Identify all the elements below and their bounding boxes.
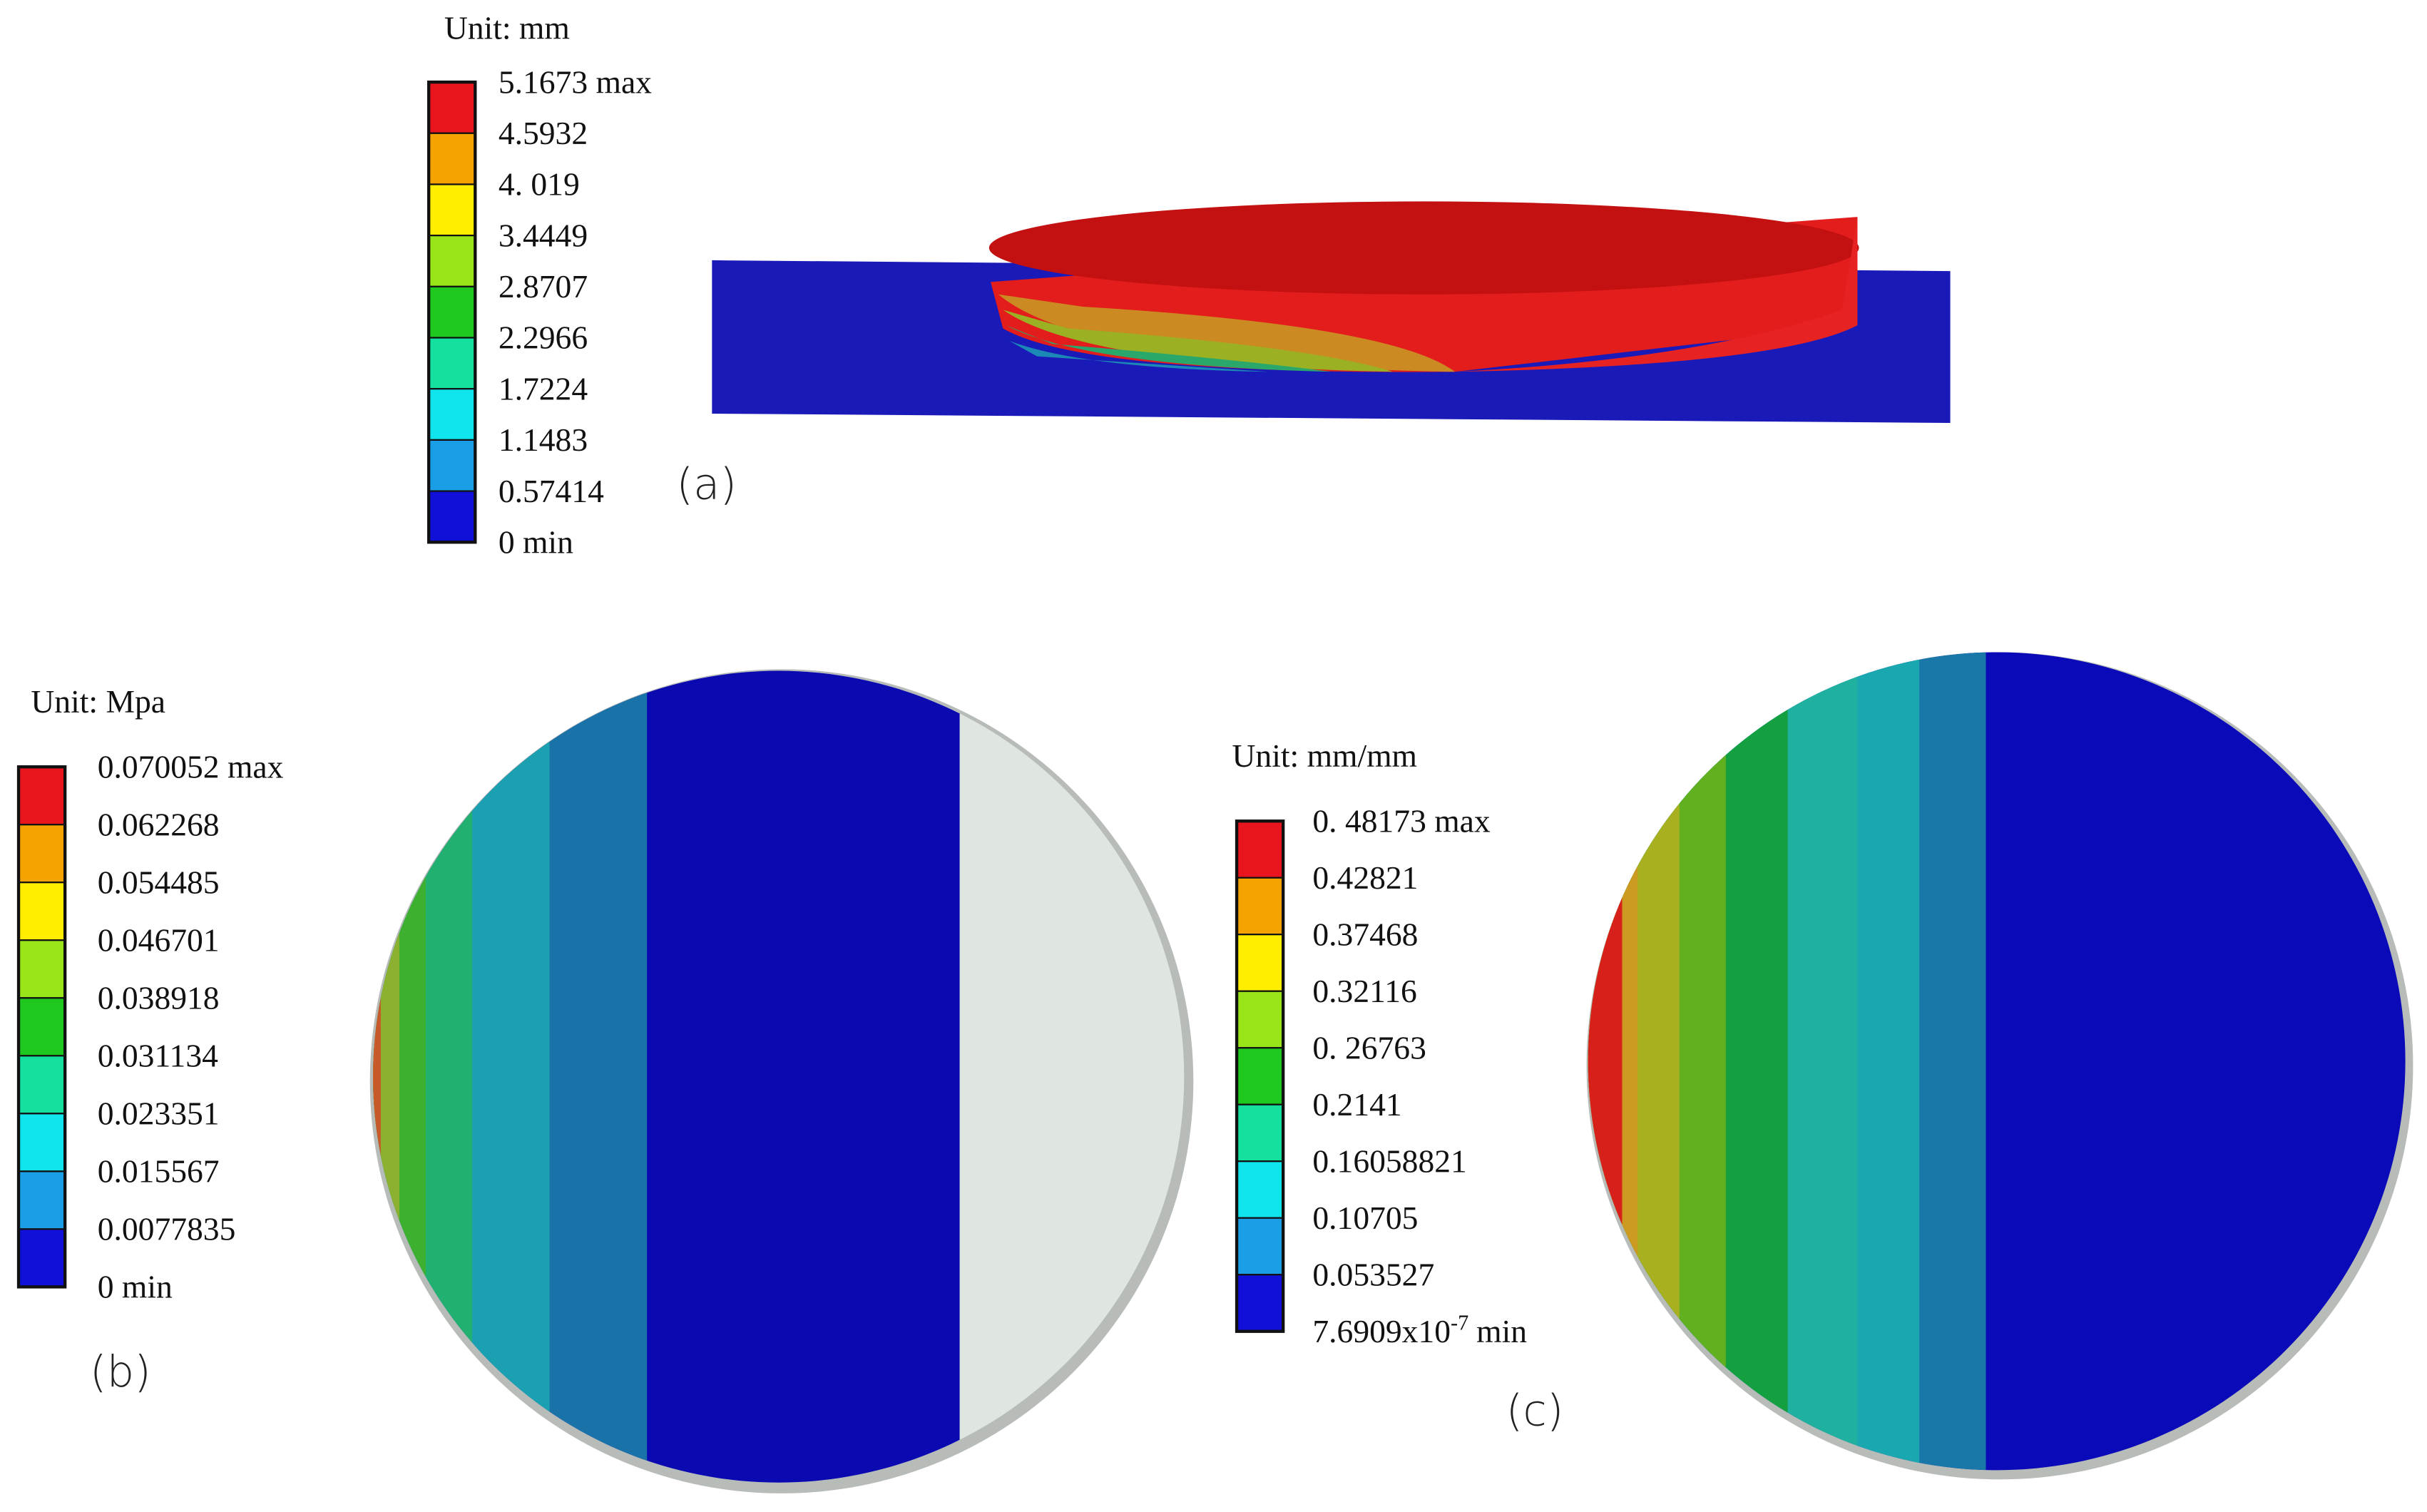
legend-label: 2.8707 [499, 268, 588, 305]
legend-band [17, 1170, 66, 1230]
legend-band [428, 235, 476, 287]
legend-label: 0.070052 max [98, 748, 284, 785]
legend-band [17, 997, 66, 1057]
legend-label: 0.0077835 [98, 1211, 236, 1247]
legend-band [17, 939, 66, 999]
legend-band [428, 490, 476, 543]
legend-band [17, 882, 66, 941]
legend-band [17, 1228, 66, 1288]
legend-label: 0.2141 [1312, 1086, 1401, 1123]
legend-band [17, 824, 66, 884]
legend-label: 0. 48173 max [1312, 802, 1490, 839]
legend-label: 0.10705 [1312, 1200, 1418, 1236]
legend-label: 0.16058821 [1312, 1143, 1466, 1179]
legend-label: 0.015567 [98, 1153, 220, 1190]
legend-band [1235, 1160, 1284, 1219]
model-a [712, 201, 1951, 423]
panel-tag: (a) [676, 459, 737, 509]
model-b [369, 669, 1194, 1493]
legend-label: 0.37468 [1312, 916, 1418, 952]
legend-label: 0.046701 [98, 921, 220, 958]
label-base: 7.6909x10 [1312, 1313, 1451, 1349]
legend-label: 5.1673 max [499, 63, 652, 100]
legend-label: 2.2966 [499, 320, 588, 356]
legend-label: 0 min [499, 523, 573, 560]
legend-label: 0 min [98, 1269, 173, 1305]
legend-band [1235, 990, 1284, 1049]
legend-band [428, 285, 476, 339]
legend-band [17, 1113, 66, 1173]
legend-band [428, 183, 476, 237]
legend-band [428, 388, 476, 441]
legend-band [428, 337, 476, 390]
legend-band [428, 439, 476, 492]
legend-label: 4. 019 [499, 166, 580, 203]
legend-label: 0.062268 [98, 806, 220, 842]
unit-label: Unit: mm [444, 9, 570, 46]
legend-label: 0.053527 [1312, 1256, 1434, 1292]
legend-band [17, 1055, 66, 1115]
legend-label: 0.054485 [98, 864, 220, 900]
legend-band [428, 132, 476, 185]
model-c [1586, 652, 2413, 1480]
legend-label: 4.5932 [499, 115, 588, 151]
label-suffix: min [1476, 1313, 1527, 1349]
legend-frame [426, 80, 477, 544]
unit-label: Unit: Mpa [31, 683, 165, 720]
panel-tag: (b) [90, 1347, 151, 1397]
legend-label: 0.42821 [1312, 859, 1418, 896]
legend-label: 7.6909x10-7 min [1312, 1311, 1527, 1349]
legend-band [1235, 1274, 1284, 1332]
legend-band [1235, 877, 1284, 936]
legend-band [1235, 1103, 1284, 1163]
legend-label: 0.038918 [98, 979, 220, 1016]
legend-band [1235, 934, 1284, 992]
legend-label: 1.7224 [499, 370, 588, 407]
legend-frame [16, 765, 67, 1289]
legend-label: 0.031134 [98, 1037, 218, 1073]
legend-band [1235, 1217, 1284, 1276]
legend-band [428, 81, 476, 134]
legend-label: 0.32116 [1312, 973, 1416, 1009]
panel-tag: (c) [1506, 1386, 1564, 1436]
legend-label: 1.1483 [499, 422, 588, 458]
legend-band [1235, 820, 1284, 879]
unit-label: Unit: mm/mm [1232, 737, 1417, 774]
label-exponent: -7 [1451, 1311, 1468, 1335]
legend-band [17, 766, 66, 826]
legend-frame [1235, 819, 1285, 1333]
legend-label: 3.4449 [499, 217, 588, 253]
legend-band [1235, 1047, 1284, 1105]
legend-label: 0.57414 [499, 473, 604, 509]
legend-label: 0. 26763 [1312, 1029, 1426, 1066]
legend-label: 0.023351 [98, 1095, 220, 1132]
